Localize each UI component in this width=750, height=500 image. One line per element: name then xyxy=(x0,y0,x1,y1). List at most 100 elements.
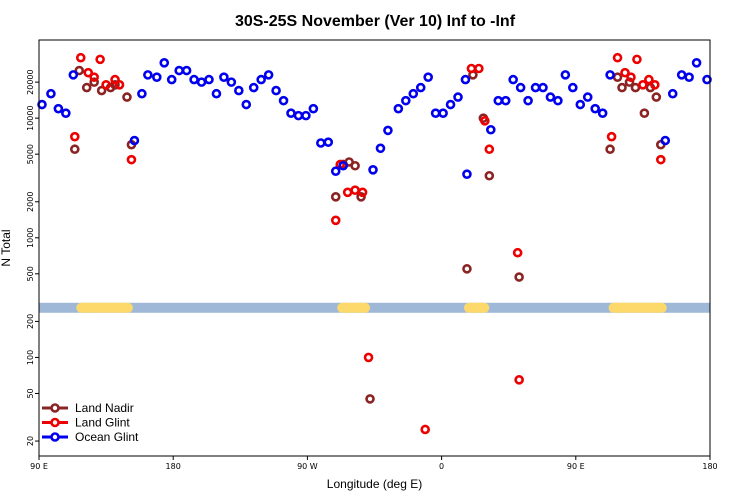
y-axis-label: N Total xyxy=(0,229,13,266)
y-tick-label: 200 xyxy=(26,314,35,329)
x-axis: 90 E 180 90 W 0 90 E 180 xyxy=(30,456,718,471)
land-band xyxy=(39,302,710,313)
data-point xyxy=(278,95,289,106)
data-point xyxy=(68,70,79,80)
data-point xyxy=(95,54,105,65)
data-point xyxy=(660,135,671,146)
data-point xyxy=(271,85,281,96)
data-point xyxy=(568,82,578,93)
data-point xyxy=(606,131,617,142)
x-tick-label: 180 xyxy=(166,462,181,471)
x-axis-label: Longitude (deg E) xyxy=(327,477,422,491)
data-point xyxy=(81,82,92,93)
data-point xyxy=(114,79,125,90)
data-point xyxy=(356,192,366,202)
data-point xyxy=(74,65,85,76)
data-point xyxy=(316,138,326,148)
data-point xyxy=(96,85,107,96)
data-point xyxy=(375,143,386,154)
legend-label: Ocean Glint xyxy=(75,430,139,444)
data-point xyxy=(196,77,207,87)
y-tick-label: 100 xyxy=(26,350,35,365)
data-point xyxy=(639,108,650,118)
data-point xyxy=(308,103,319,114)
data-point xyxy=(368,165,378,175)
data-point xyxy=(605,144,615,155)
data-point xyxy=(166,74,177,85)
data-point xyxy=(256,74,266,85)
data-point xyxy=(691,58,702,68)
data-point xyxy=(350,185,360,195)
data-point xyxy=(110,79,120,90)
data-point xyxy=(484,144,495,155)
data-point xyxy=(508,74,518,85)
data-point xyxy=(650,79,660,90)
data-point xyxy=(365,394,375,404)
data-point xyxy=(612,52,623,63)
legend-label: Land Nadir xyxy=(75,401,134,415)
data-point xyxy=(415,82,426,93)
y-tick-label: 5000 xyxy=(26,144,35,164)
data-point xyxy=(357,187,368,198)
data-point xyxy=(514,272,524,282)
data-point xyxy=(702,74,712,85)
data-point xyxy=(159,58,170,68)
data-point xyxy=(644,74,654,85)
data-point xyxy=(512,247,523,258)
y-tick-label: 10000 xyxy=(26,105,35,130)
data-point xyxy=(655,154,666,165)
data-point xyxy=(466,63,477,74)
data-point xyxy=(523,95,533,106)
land-segment xyxy=(76,302,133,313)
data-points xyxy=(37,52,712,435)
data-point xyxy=(460,74,471,85)
data-point xyxy=(493,95,504,106)
y-tick-label: 20000 xyxy=(26,69,35,94)
data-point xyxy=(234,85,244,96)
y-tick-label: 50 xyxy=(26,388,35,398)
data-point xyxy=(89,72,99,82)
data-point xyxy=(620,67,630,78)
y-tick-label: 20 xyxy=(26,436,35,446)
x-tick-label: 0 xyxy=(439,462,444,471)
chart-title: 30S-25S November (Ver 10) Inf to -Inf xyxy=(235,13,516,30)
legend-marker xyxy=(50,417,60,428)
legend-label: Land Glint xyxy=(75,416,130,430)
legend-marker xyxy=(50,403,60,413)
data-point xyxy=(350,160,360,171)
data-point xyxy=(301,110,311,121)
data-point xyxy=(684,72,694,82)
data-point xyxy=(151,72,162,82)
data-point xyxy=(484,170,495,181)
legend-marker xyxy=(50,432,60,442)
data-point xyxy=(515,82,526,93)
data-point xyxy=(667,88,678,99)
data-point xyxy=(129,135,140,146)
data-point xyxy=(293,110,304,121)
data-point xyxy=(263,70,274,80)
x-tick-label: 90 E xyxy=(30,462,48,471)
data-point xyxy=(181,65,192,76)
data-point xyxy=(393,103,404,114)
series-land-nadir xyxy=(69,65,666,404)
data-point xyxy=(626,72,636,82)
data-point xyxy=(75,52,86,63)
data-point xyxy=(126,154,137,165)
data-point xyxy=(174,65,184,76)
data-point xyxy=(538,82,548,93)
data-point xyxy=(514,375,524,385)
land-segment xyxy=(337,302,371,313)
data-point xyxy=(462,264,472,274)
data-point xyxy=(211,88,222,99)
data-point xyxy=(83,67,94,78)
ocean-band xyxy=(39,302,710,313)
data-point xyxy=(553,95,563,106)
data-point xyxy=(342,187,353,198)
data-point xyxy=(241,99,252,110)
data-point xyxy=(612,72,623,82)
plot-frame xyxy=(38,39,711,457)
data-point xyxy=(61,108,71,118)
data-point xyxy=(486,124,496,135)
